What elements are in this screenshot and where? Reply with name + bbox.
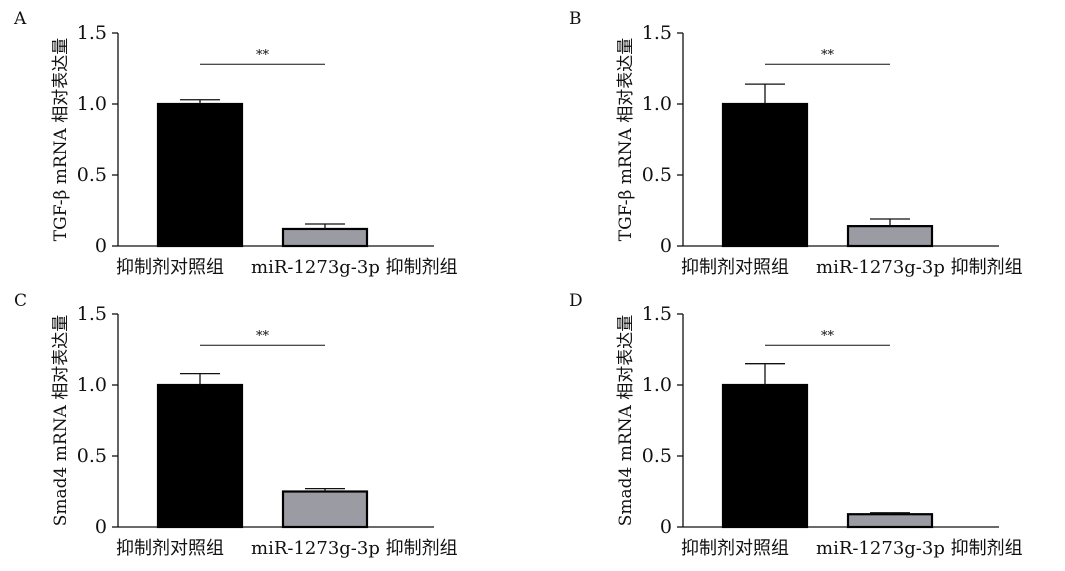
y-tick-label: 0.5 [77,445,107,467]
panel-letter: A [13,9,27,29]
y-tick-label: 0 [660,235,672,257]
y-axis-label: TGF-β mRNA 相对表达量 [616,38,636,241]
significance-stars: ** [821,48,835,63]
x-category-label-inhibitor: miR-1273g-3p 抑制剂组 [251,538,458,559]
bar-inhibitor [846,513,934,529]
y-tick-label: 0 [660,516,672,538]
panel-c: C Smad4 mRNA 相对表达量 0 0.5 1.0 1.5 ** 抑制剂对照组 miR-1… [14,291,458,559]
y-axis-label: Smad4 mRNA 相对表达量 [51,315,71,526]
bar-inhibitor [281,490,369,529]
y-tick-label: 0 [95,516,107,538]
significance-stars: ** [256,48,270,63]
y-axis-label: TGF-β mRNA 相对表达量 [51,38,71,241]
y-tick-label: 1.0 [642,374,672,396]
x-category-label-control: 抑制剂对照组 [116,538,224,559]
bar-control [156,102,244,248]
y-tick-label: 1.0 [642,93,672,115]
y-tick-label: 0.5 [77,164,107,186]
bar-control [721,102,809,248]
y-tick-label: 1.0 [77,374,107,396]
x-category-label-control: 抑制剂对照组 [681,257,789,278]
panel-letter: D [569,291,583,311]
significance-stars: ** [256,329,270,344]
bar-control [156,383,244,529]
significance-stars: ** [821,329,835,344]
y-tick-label: 1.5 [77,303,107,325]
x-category-label-control: 抑制剂对照组 [681,538,789,559]
y-tick-label: 1.5 [642,22,672,44]
bar-control [721,383,809,529]
y-tick-label: 1.0 [77,93,107,115]
y-tick-label: 0.5 [642,164,672,186]
panel-letter: C [14,291,27,311]
x-category-label-inhibitor: miR-1273g-3p 抑制剂组 [816,257,1023,278]
y-tick-label: 0 [95,235,107,257]
y-axis-label: Smad4 mRNA 相对表达量 [616,315,636,526]
x-category-label-inhibitor: miR-1273g-3p 抑制剂组 [251,257,458,278]
y-tick-label: 1.5 [642,303,672,325]
y-tick-label: 0.5 [642,445,672,467]
bar-inhibitor [846,225,934,248]
x-category-label-control: 抑制剂对照组 [116,257,224,278]
bar-inhibitor [281,227,369,248]
panel-d: D Smad4 mRNA 相对表达量 0 0.5 1.0 1.5 ** 抑制剂对照组 miR-1… [569,291,1023,559]
y-tick-label: 1.5 [77,22,107,44]
x-category-label-inhibitor: miR-1273g-3p 抑制剂组 [816,538,1023,559]
panel-a: A TGF-β mRNA 相对表达量 0 0.5 1.0 1.5 ** 抑制剂对照组 miR-1… [13,9,458,278]
panel-letter: B [569,9,582,29]
panel-b: B TGF-β mRNA 相对表达量 0 0.5 1.0 1.5 ** 抑制剂对照组 miR-1… [569,9,1023,278]
